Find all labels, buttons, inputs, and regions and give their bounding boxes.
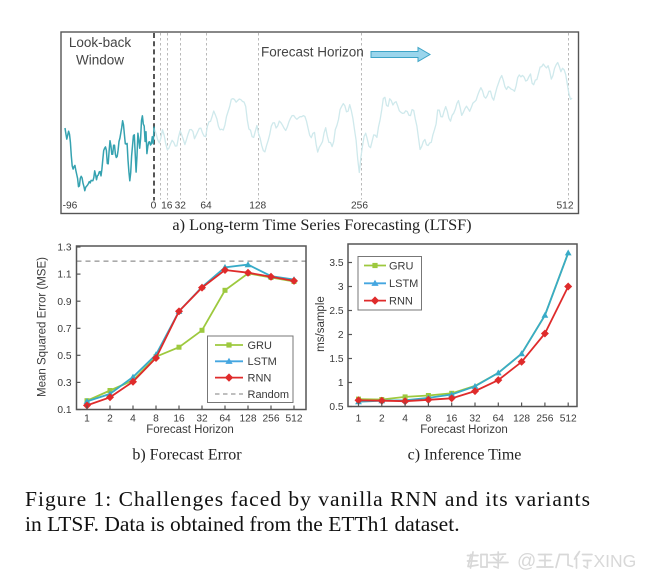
- svg-text:4: 4: [130, 414, 136, 425]
- svg-text:1.3: 1.3: [57, 243, 71, 254]
- svg-text:256: 256: [536, 414, 553, 425]
- svg-text:Forecast Horizon: Forecast Horizon: [420, 424, 508, 436]
- svg-text:64: 64: [200, 201, 212, 212]
- svg-text:2.5: 2.5: [329, 306, 343, 317]
- svg-text:Random: Random: [248, 389, 290, 401]
- svg-text:@: @: [517, 551, 536, 572]
- svg-text:LSTM: LSTM: [389, 278, 418, 290]
- svg-text:b) Forecast Error: b) Forecast Error: [132, 447, 242, 464]
- svg-text:256: 256: [263, 414, 280, 425]
- svg-text:1.1: 1.1: [57, 270, 71, 281]
- svg-text:64: 64: [219, 414, 231, 425]
- svg-text:8: 8: [153, 414, 159, 425]
- svg-text:ms/sample: ms/sample: [315, 296, 327, 352]
- svg-text:Mean Squared Error (MSE): Mean Squared Error (MSE): [37, 257, 49, 397]
- svg-text:64: 64: [493, 414, 505, 425]
- svg-text:128: 128: [249, 201, 266, 212]
- svg-text:in LTSF. Data is obtained from: in LTSF. Data is obtained from the ETTh1…: [25, 512, 460, 536]
- svg-text:0.3: 0.3: [57, 378, 71, 389]
- svg-text:Look-back: Look-back: [69, 35, 132, 50]
- svg-text:0: 0: [151, 201, 157, 212]
- svg-text:32: 32: [469, 414, 481, 425]
- svg-text:1: 1: [338, 378, 344, 389]
- svg-text:1: 1: [84, 414, 90, 425]
- svg-text:1.5: 1.5: [329, 354, 343, 365]
- svg-text:16: 16: [446, 414, 458, 425]
- svg-text:0.1: 0.1: [57, 405, 71, 416]
- svg-text:128: 128: [240, 414, 257, 425]
- svg-text:0.5: 0.5: [329, 402, 343, 413]
- svg-text:Forecast Horizon: Forecast Horizon: [146, 424, 234, 436]
- svg-text:3: 3: [338, 282, 344, 293]
- svg-text:GRU: GRU: [248, 340, 273, 352]
- svg-text:16: 16: [161, 201, 173, 212]
- svg-text:Forecast Horizon: Forecast Horizon: [261, 45, 364, 60]
- svg-text:0.9: 0.9: [57, 297, 71, 308]
- svg-text:XING: XING: [594, 551, 637, 571]
- svg-text:1: 1: [356, 414, 362, 425]
- svg-text:32: 32: [196, 414, 208, 425]
- svg-text:c) Inference Time: c) Inference Time: [408, 447, 522, 464]
- svg-text:2: 2: [107, 414, 113, 425]
- svg-text:512: 512: [560, 414, 577, 425]
- svg-text:2: 2: [379, 414, 385, 425]
- svg-text:8: 8: [426, 414, 432, 425]
- svg-text:-96: -96: [63, 201, 78, 212]
- svg-text:128: 128: [513, 414, 530, 425]
- svg-text:Figure 1: Challenges faced by: Figure 1: Challenges faced by vanilla RN…: [25, 487, 590, 511]
- svg-text:0.7: 0.7: [57, 324, 71, 335]
- svg-text:Window: Window: [76, 53, 124, 68]
- svg-text:16: 16: [173, 414, 185, 425]
- svg-text:a) Long-term Time Series Forec: a) Long-term Time Series Forecasting (LT…: [172, 215, 471, 234]
- svg-text:32: 32: [175, 201, 187, 212]
- svg-text:0.5: 0.5: [57, 351, 71, 362]
- svg-text:256: 256: [351, 201, 368, 212]
- svg-text:4: 4: [402, 414, 408, 425]
- svg-text:LSTM: LSTM: [248, 356, 277, 368]
- svg-text:512: 512: [557, 201, 574, 212]
- svg-text:512: 512: [286, 414, 303, 425]
- svg-text:GRU: GRU: [389, 260, 414, 272]
- svg-text:2: 2: [338, 330, 344, 341]
- svg-text:RNN: RNN: [248, 372, 272, 384]
- svg-text:3.5: 3.5: [329, 258, 343, 269]
- svg-text:RNN: RNN: [389, 295, 413, 307]
